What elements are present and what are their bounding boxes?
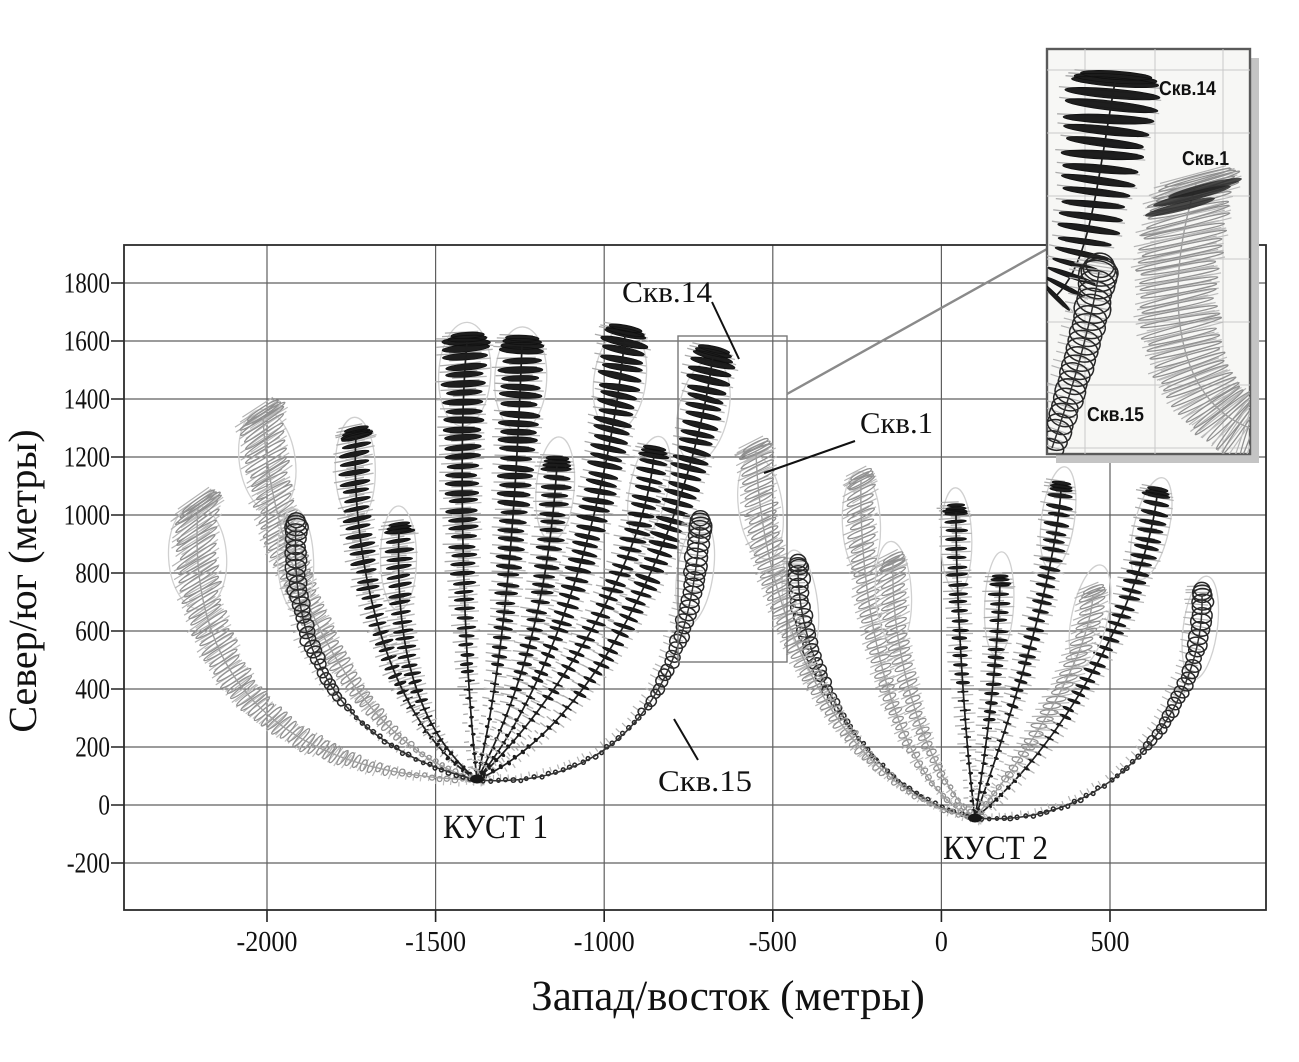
svg-text:Скв.14: Скв.14 bbox=[622, 276, 712, 309]
svg-text:200: 200 bbox=[75, 732, 110, 764]
svg-text:-2000: -2000 bbox=[237, 926, 298, 958]
svg-text:1400: 1400 bbox=[64, 384, 110, 416]
svg-text:1800: 1800 bbox=[64, 268, 110, 300]
svg-text:Скв.1: Скв.1 bbox=[1182, 148, 1229, 170]
svg-text:-500: -500 bbox=[749, 926, 797, 958]
svg-text:500: 500 bbox=[1091, 926, 1130, 958]
svg-text:0: 0 bbox=[935, 926, 948, 958]
svg-text:0: 0 bbox=[98, 790, 110, 822]
svg-text:1200: 1200 bbox=[64, 442, 110, 474]
svg-text:400: 400 bbox=[75, 674, 110, 706]
svg-text:800: 800 bbox=[75, 558, 110, 590]
svg-text:Север/юг (метры): Север/юг (метры) bbox=[0, 429, 45, 732]
svg-text:-1500: -1500 bbox=[405, 926, 466, 958]
svg-text:1000: 1000 bbox=[64, 500, 110, 532]
svg-text:-200: -200 bbox=[67, 848, 110, 880]
svg-text:Скв.15: Скв.15 bbox=[1087, 404, 1144, 426]
svg-text:Скв.15: Скв.15 bbox=[658, 765, 752, 798]
svg-text:-1000: -1000 bbox=[574, 926, 635, 958]
svg-text:600: 600 bbox=[75, 616, 110, 648]
svg-text:КУСТ 2: КУСТ 2 bbox=[943, 830, 1048, 867]
svg-text:1600: 1600 bbox=[64, 326, 110, 358]
svg-text:Запад/восток (метры): Запад/восток (метры) bbox=[531, 973, 925, 1020]
svg-text:КУСТ 1: КУСТ 1 bbox=[443, 809, 548, 846]
svg-text:Скв.1: Скв.1 bbox=[860, 407, 933, 440]
svg-text:Скв.14: Скв.14 bbox=[1159, 78, 1217, 100]
